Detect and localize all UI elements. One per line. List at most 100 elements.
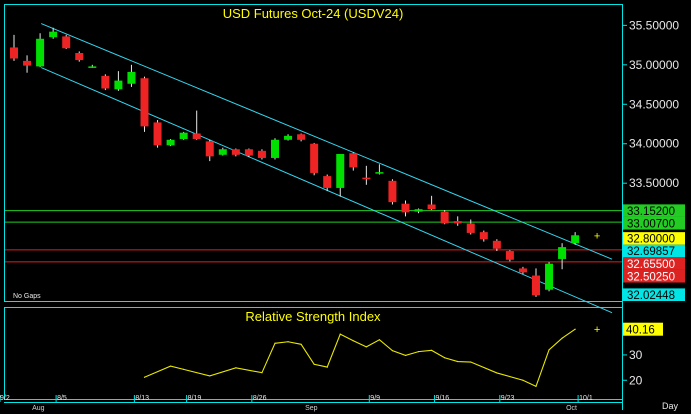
price-tag-box bbox=[623, 232, 685, 245]
rsi-point bbox=[535, 385, 537, 387]
candle-up bbox=[336, 154, 345, 188]
rsi-point bbox=[326, 366, 328, 368]
price-tag-box bbox=[623, 269, 685, 283]
price-tag-label: 32.80000 bbox=[627, 234, 675, 246]
date-tick-label: 8/5 bbox=[57, 395, 67, 402]
candle-down bbox=[205, 141, 214, 157]
rsi-point bbox=[274, 342, 276, 344]
last-price-marker: + bbox=[594, 230, 600, 242]
candle-down bbox=[518, 268, 527, 273]
candle-down bbox=[231, 149, 240, 155]
rsi-point bbox=[404, 354, 407, 357]
month-label: Sep bbox=[305, 405, 318, 412]
price-axis-tick-label: 34.00000 bbox=[629, 137, 679, 151]
price-axis-tick-label: 34.50000 bbox=[629, 97, 679, 111]
candle-up bbox=[49, 31, 58, 38]
date-tick-label: 8/26 bbox=[253, 395, 267, 402]
candle-down bbox=[349, 153, 358, 168]
candle-up bbox=[36, 38, 45, 67]
candle-down bbox=[440, 211, 449, 224]
candle-up bbox=[545, 263, 554, 290]
price-tag-label: 33.00700 bbox=[627, 218, 675, 230]
candle-down bbox=[310, 143, 319, 173]
candle-up bbox=[179, 132, 188, 140]
candle-down bbox=[479, 232, 488, 240]
candle-down bbox=[323, 176, 332, 188]
candle-up bbox=[88, 66, 97, 68]
candle-up bbox=[375, 172, 384, 174]
month-label: Oct bbox=[566, 405, 577, 412]
rsi-axis-tick-label: 20 bbox=[629, 373, 643, 387]
rsi-plot: + bbox=[143, 324, 600, 388]
rsi-point bbox=[352, 340, 354, 342]
price-plot: + bbox=[5, 23, 622, 314]
date-tick-label: 10/1 bbox=[579, 395, 593, 402]
candle-down bbox=[192, 133, 201, 140]
date-tick-label: 9/9 bbox=[370, 395, 380, 402]
date-tick-label: 9/16 bbox=[436, 395, 450, 402]
rsi-point bbox=[548, 349, 550, 351]
candle-up bbox=[114, 80, 123, 90]
candle-down bbox=[427, 204, 436, 210]
candle-down bbox=[466, 223, 475, 233]
price-axis-tick-label: 35.50000 bbox=[629, 18, 679, 32]
candle-down bbox=[10, 47, 18, 59]
price-tag-label: 32.65500 bbox=[627, 259, 675, 271]
rsi-point bbox=[183, 368, 185, 370]
date-tick-label: 9/23 bbox=[501, 395, 515, 402]
rsi-value-tag-label: 40.16 bbox=[626, 324, 655, 336]
date-tick-label: 9/2 bbox=[0, 395, 10, 402]
rsi-axis-tick-label: 30 bbox=[629, 348, 643, 362]
price-tag-label: 33.15200 bbox=[627, 206, 675, 218]
month-label: Aug bbox=[32, 405, 45, 412]
candle-up bbox=[558, 247, 567, 259]
candle-down bbox=[101, 75, 110, 89]
price-tag-box bbox=[623, 244, 685, 258]
price-tag-box bbox=[623, 288, 685, 301]
rsi-point bbox=[300, 343, 302, 345]
rsi-point bbox=[444, 357, 446, 359]
rsi-point bbox=[378, 339, 380, 341]
price-tag-label: 32.69857 bbox=[627, 246, 675, 258]
price-tag-label: 32.02448 bbox=[627, 290, 675, 302]
candle-up bbox=[414, 209, 423, 212]
rsi-point bbox=[574, 328, 576, 330]
x-unit-label: Day bbox=[662, 401, 679, 411]
price-axis-tick-label: 33.50000 bbox=[629, 176, 679, 190]
candle-down bbox=[297, 134, 306, 140]
candle-up bbox=[284, 135, 293, 140]
rsi-point bbox=[417, 351, 420, 353]
candle-down bbox=[153, 122, 162, 146]
date-tick-label: 8/19 bbox=[188, 395, 202, 402]
date-tick-label: 8/13 bbox=[135, 395, 149, 402]
candle-up bbox=[127, 71, 136, 84]
rsi-point bbox=[287, 341, 289, 343]
candle-down bbox=[23, 60, 32, 66]
candle-down bbox=[401, 203, 410, 213]
candle-down bbox=[453, 221, 462, 224]
candle-up bbox=[218, 149, 227, 155]
candle-down bbox=[257, 150, 266, 158]
rsi-point bbox=[470, 361, 472, 363]
price-tag-box bbox=[623, 204, 685, 217]
candle-up bbox=[166, 139, 175, 146]
no-gaps-note: No Gaps bbox=[13, 293, 41, 300]
price-chart-title: USD Futures Oct-24 (USDV24) bbox=[223, 6, 404, 21]
price-panel-frame bbox=[4, 4, 623, 302]
price-tag-box bbox=[623, 216, 685, 230]
candle-down bbox=[140, 78, 149, 127]
candle-down bbox=[362, 177, 371, 180]
candle-down bbox=[492, 240, 501, 249]
candle-down bbox=[75, 52, 84, 61]
rsi-point bbox=[235, 367, 237, 369]
candle-down bbox=[244, 149, 253, 156]
candle-down bbox=[62, 36, 71, 49]
rsi-point bbox=[170, 365, 172, 367]
rsi-point bbox=[209, 375, 211, 377]
candle-down bbox=[505, 251, 514, 260]
candle-down bbox=[388, 180, 397, 203]
channel-line-upper bbox=[40, 23, 613, 260]
candle-up bbox=[571, 235, 580, 244]
